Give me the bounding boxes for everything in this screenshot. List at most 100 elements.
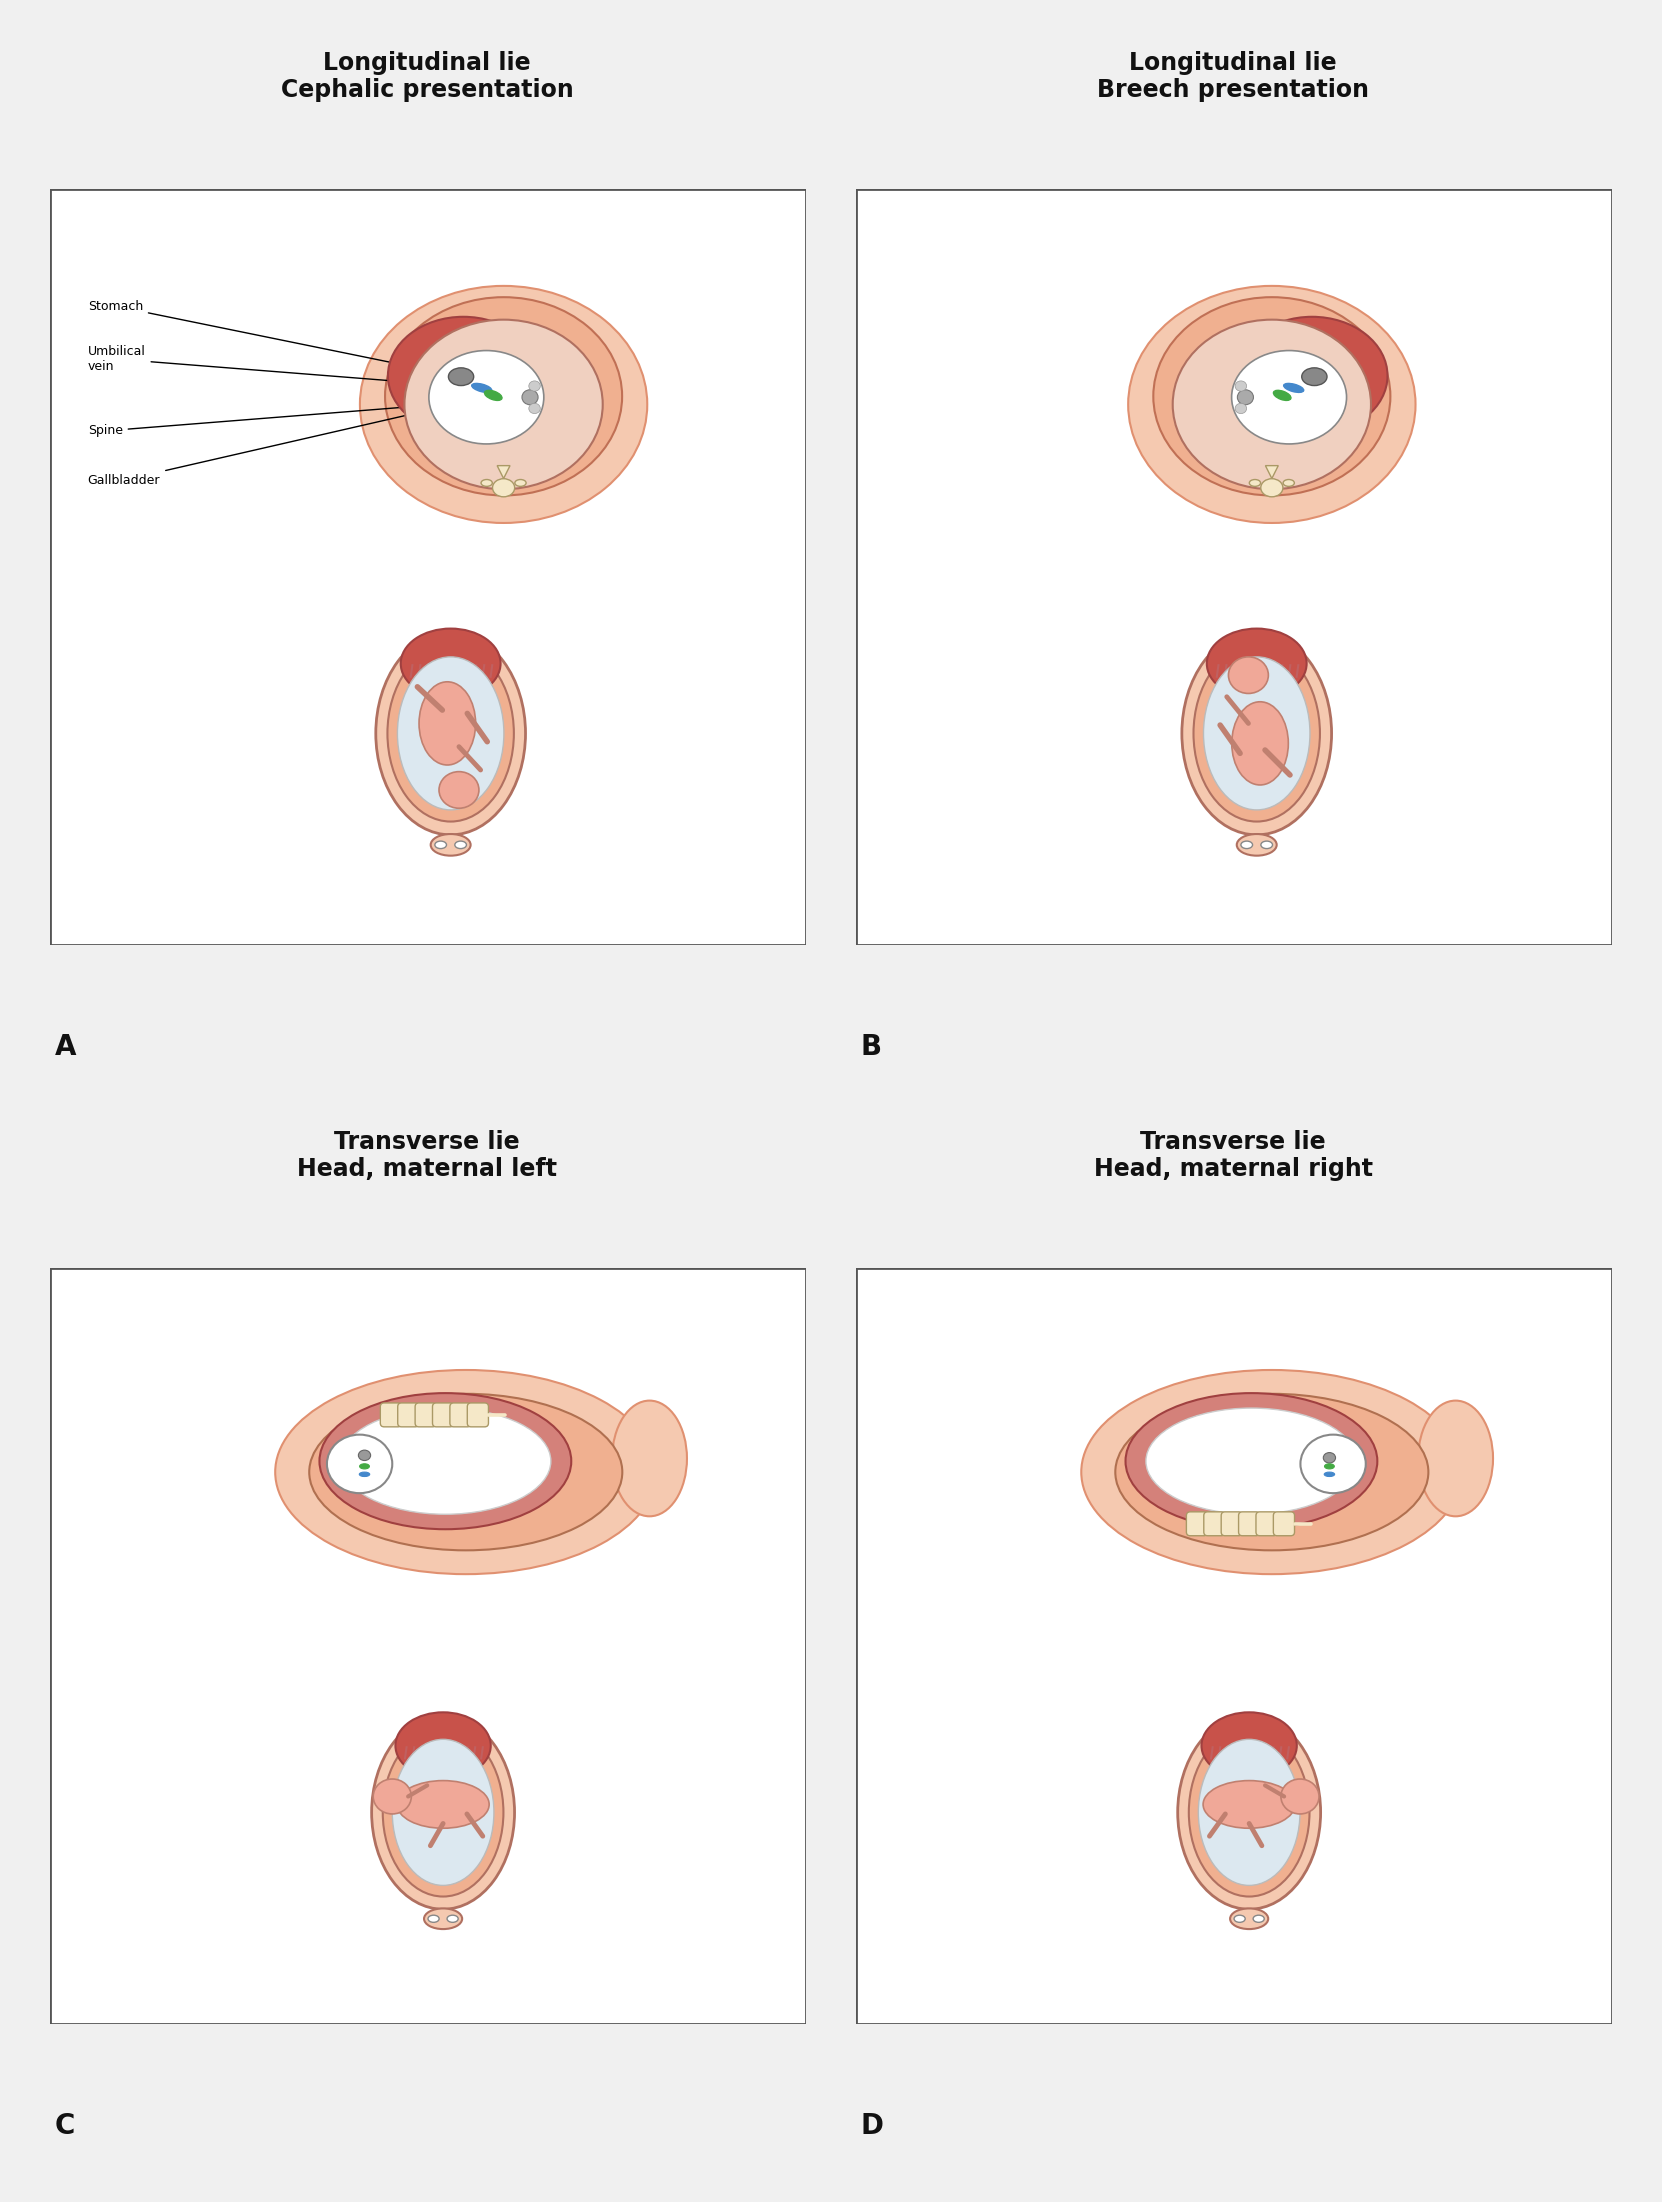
- Ellipse shape: [404, 319, 603, 489]
- Ellipse shape: [401, 628, 500, 698]
- Ellipse shape: [361, 286, 647, 522]
- Ellipse shape: [1193, 645, 1320, 821]
- FancyBboxPatch shape: [381, 1403, 402, 1427]
- Ellipse shape: [1323, 1453, 1336, 1462]
- Ellipse shape: [1283, 383, 1303, 392]
- FancyBboxPatch shape: [1203, 1513, 1225, 1535]
- Ellipse shape: [1232, 350, 1346, 445]
- Ellipse shape: [612, 1400, 686, 1517]
- Ellipse shape: [376, 632, 525, 835]
- Ellipse shape: [1203, 656, 1310, 810]
- Ellipse shape: [397, 1781, 489, 1828]
- Ellipse shape: [1125, 1394, 1378, 1528]
- Ellipse shape: [392, 1740, 494, 1885]
- Ellipse shape: [1173, 319, 1371, 489]
- Ellipse shape: [339, 1407, 550, 1515]
- Ellipse shape: [276, 1370, 656, 1574]
- Ellipse shape: [1418, 1400, 1492, 1517]
- Ellipse shape: [449, 368, 474, 385]
- Ellipse shape: [327, 1436, 392, 1493]
- Ellipse shape: [1250, 480, 1260, 487]
- Ellipse shape: [429, 350, 543, 445]
- Text: Stomach: Stomach: [88, 299, 457, 377]
- Ellipse shape: [1237, 835, 1276, 857]
- Ellipse shape: [359, 1473, 369, 1478]
- Ellipse shape: [1115, 1394, 1428, 1550]
- Ellipse shape: [419, 683, 475, 764]
- Ellipse shape: [529, 403, 540, 414]
- Ellipse shape: [455, 841, 467, 848]
- Ellipse shape: [485, 390, 502, 401]
- Text: Longitudinal lie
Cephalic presentation: Longitudinal lie Cephalic presentation: [281, 51, 573, 103]
- Ellipse shape: [1145, 1407, 1356, 1515]
- Ellipse shape: [480, 480, 492, 487]
- Ellipse shape: [529, 381, 540, 392]
- Ellipse shape: [1253, 1916, 1265, 1922]
- Ellipse shape: [417, 339, 538, 440]
- Ellipse shape: [1325, 1473, 1335, 1478]
- Ellipse shape: [522, 390, 538, 405]
- Ellipse shape: [492, 478, 515, 498]
- Ellipse shape: [1273, 390, 1291, 401]
- Polygon shape: [1265, 465, 1278, 478]
- FancyBboxPatch shape: [1273, 1513, 1295, 1535]
- Text: C: C: [55, 2112, 75, 2140]
- Ellipse shape: [1283, 480, 1295, 487]
- Ellipse shape: [1230, 1909, 1268, 1929]
- Text: Umbilical
vein: Umbilical vein: [88, 346, 477, 390]
- Text: Transverse lie
Head, maternal left: Transverse lie Head, maternal left: [297, 1130, 557, 1182]
- Text: Transverse lie
Head, maternal right: Transverse lie Head, maternal right: [1094, 1130, 1373, 1182]
- FancyBboxPatch shape: [1187, 1513, 1208, 1535]
- Ellipse shape: [372, 1715, 515, 1909]
- Ellipse shape: [319, 1394, 572, 1528]
- FancyBboxPatch shape: [1238, 1513, 1260, 1535]
- Ellipse shape: [1178, 1715, 1321, 1909]
- Ellipse shape: [309, 1394, 622, 1550]
- FancyBboxPatch shape: [450, 1403, 470, 1427]
- FancyBboxPatch shape: [397, 1403, 419, 1427]
- Ellipse shape: [424, 1909, 462, 1929]
- Ellipse shape: [447, 1916, 459, 1922]
- Ellipse shape: [1238, 390, 1253, 405]
- Ellipse shape: [1242, 841, 1253, 848]
- Text: Longitudinal lie
Breech presentation: Longitudinal lie Breech presentation: [1097, 51, 1369, 103]
- Ellipse shape: [1207, 628, 1306, 698]
- Ellipse shape: [1235, 381, 1246, 392]
- FancyBboxPatch shape: [416, 1403, 437, 1427]
- Ellipse shape: [1082, 1370, 1463, 1574]
- Ellipse shape: [1261, 841, 1273, 848]
- Ellipse shape: [515, 480, 527, 487]
- Ellipse shape: [359, 1464, 369, 1469]
- Ellipse shape: [387, 317, 538, 434]
- Ellipse shape: [1300, 1436, 1366, 1493]
- FancyBboxPatch shape: [467, 1403, 489, 1427]
- FancyBboxPatch shape: [1256, 1513, 1276, 1535]
- Ellipse shape: [382, 1729, 504, 1896]
- Ellipse shape: [1188, 1729, 1310, 1896]
- Ellipse shape: [1203, 1781, 1295, 1828]
- Text: A: A: [55, 1033, 76, 1061]
- Ellipse shape: [1325, 1464, 1335, 1469]
- Ellipse shape: [397, 656, 504, 810]
- Ellipse shape: [429, 1916, 439, 1922]
- Ellipse shape: [1261, 478, 1283, 498]
- Ellipse shape: [359, 1451, 371, 1460]
- Ellipse shape: [1232, 702, 1288, 784]
- Ellipse shape: [374, 1779, 411, 1814]
- Text: Gallbladder: Gallbladder: [88, 394, 489, 487]
- Ellipse shape: [472, 383, 492, 392]
- Ellipse shape: [1235, 403, 1246, 414]
- Ellipse shape: [1237, 317, 1388, 434]
- Ellipse shape: [1128, 286, 1416, 522]
- Ellipse shape: [1153, 297, 1391, 495]
- Ellipse shape: [387, 645, 514, 821]
- Ellipse shape: [1202, 1713, 1296, 1779]
- Ellipse shape: [1235, 1916, 1245, 1922]
- Ellipse shape: [396, 1713, 490, 1779]
- Text: Spine: Spine: [88, 396, 525, 438]
- Polygon shape: [497, 465, 510, 478]
- Ellipse shape: [1237, 339, 1360, 440]
- FancyBboxPatch shape: [432, 1403, 454, 1427]
- Ellipse shape: [386, 297, 622, 495]
- Ellipse shape: [439, 771, 479, 808]
